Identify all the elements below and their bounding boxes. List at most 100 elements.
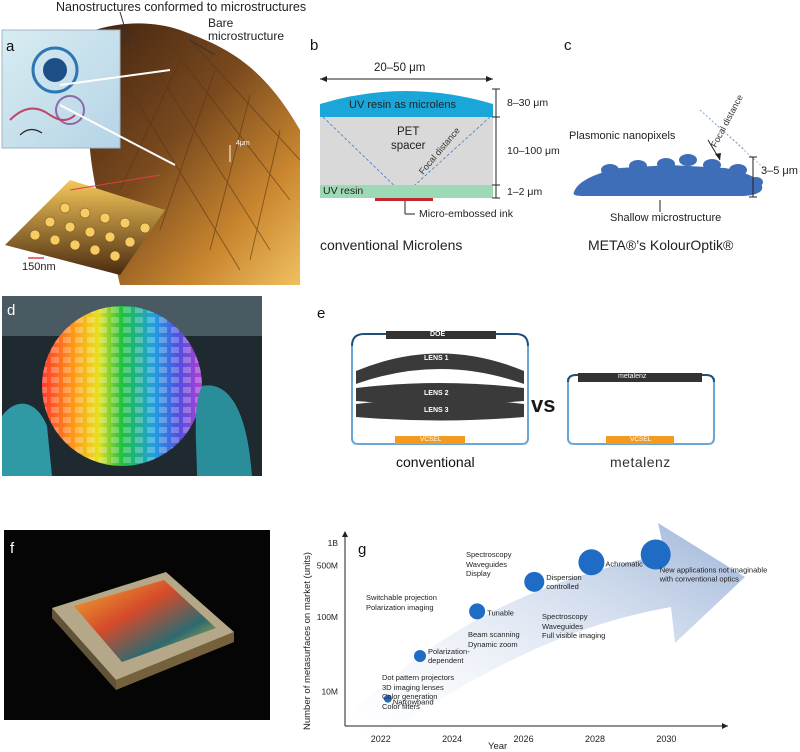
- data-point-bubble: [578, 549, 605, 576]
- data-point-label: New applications not imaginable with conv…: [659, 565, 768, 583]
- metalenz-plate-label: metalenz: [618, 373, 647, 380]
- lens-1: [356, 353, 524, 384]
- annotation-line: Spectroscopy: [466, 550, 512, 559]
- panel-label-a: a: [6, 38, 15, 55]
- nanopixel: [601, 164, 619, 176]
- scale-4um-label: 4μm: [236, 140, 250, 147]
- annotation-line: Waveguides: [466, 559, 507, 569]
- annotation-line: Full visible imaging: [542, 631, 606, 640]
- panel-label-g: g: [358, 541, 367, 558]
- annotation-spectroscopy-display: Spectroscopy Waveguides Display: [466, 550, 511, 579]
- nanopixel: [629, 160, 647, 172]
- data-point-label: Achromatic: [605, 559, 643, 568]
- vcsel-right: [606, 436, 674, 444]
- nanopixel: [657, 158, 675, 170]
- metalenz-module-frame: [567, 378, 715, 445]
- annotation-line: Switchable projection: [366, 593, 437, 602]
- width-dimension-label: 20–50 μm: [374, 62, 426, 74]
- panel-e: e DOE LENS 1 LENS 2 LENS 3 VCSEL VCSEL m…: [300, 296, 800, 481]
- x-axis-title: Year: [488, 741, 508, 752]
- y-tick-label: 10M: [321, 686, 338, 696]
- uv-resin-base: [320, 185, 493, 198]
- caption-kolouroptik: META®’s KolourOptik®: [588, 237, 734, 253]
- height-dimension: 3–5 μm: [761, 165, 798, 177]
- metalenz-plate: [578, 373, 702, 382]
- micro-embossed-ink: [375, 198, 433, 201]
- banknote-emblem: [31, 46, 79, 94]
- panel-f: f: [4, 530, 270, 720]
- lens-2: [356, 383, 524, 405]
- vcsel-left-label: VCSEL: [420, 436, 442, 443]
- panel-d: d: [2, 296, 262, 476]
- y-tick-label: 100M: [317, 612, 338, 622]
- caption-metalenz: metalenz: [610, 454, 671, 470]
- lens-label: UV resin as microlens: [349, 99, 456, 111]
- kolouroptik-diagram: Focal distance: [573, 93, 767, 212]
- vcsel-right-label: VCSEL: [630, 436, 652, 443]
- panel-label-d: d: [7, 302, 16, 319]
- annotation-switchable: Switchable projection Polarization imagi…: [366, 593, 437, 612]
- x-tick-label: 2022: [371, 734, 391, 744]
- data-point-label: Dispersion controlled: [546, 573, 581, 591]
- data-point-label: Polarization-dependent: [428, 647, 470, 665]
- spacer-label-line1: PET: [397, 126, 420, 138]
- panel-label-c: c: [564, 37, 572, 54]
- lens1-label: LENS 1: [424, 355, 449, 362]
- pet-spacer: [320, 117, 493, 185]
- nanopixels-label: Plasmonic nanopixels: [569, 130, 676, 142]
- nanopixel: [703, 159, 721, 171]
- lens3-label: LENS 3: [424, 407, 449, 414]
- lens-comparison-diagram: [351, 331, 715, 445]
- base-label: UV resin: [323, 185, 364, 197]
- x-tick-label: 2026: [514, 734, 534, 744]
- y-axis-title: Number of metasurfaces on market (units): [302, 552, 313, 730]
- doe-label: DOE: [430, 331, 446, 338]
- annotation-line: Waveguides: [542, 621, 583, 631]
- annotation-line: Beam scanning: [468, 630, 520, 639]
- data-point-bubble: [469, 603, 486, 620]
- annotation-line: 3D imaging lenses: [382, 682, 444, 692]
- doe-plate: [386, 331, 496, 339]
- data-point-label: Tunable: [487, 608, 514, 617]
- x-tick-label: 2028: [585, 734, 605, 744]
- annotation-line: Spectroscopy: [542, 612, 588, 621]
- annotation-line: Color filters: [382, 701, 420, 711]
- panel-label-b: b: [310, 37, 319, 54]
- annotation-line: Dot pattern projectors: [382, 673, 455, 682]
- annotation-line: Polarization imaging: [366, 602, 434, 612]
- lens-3: [356, 399, 524, 421]
- metasurface-chip-photo: [4, 530, 270, 720]
- ink-label: Micro-embossed ink: [419, 208, 513, 220]
- annotation-line: Color generation: [382, 692, 438, 701]
- spacer-label-line2: spacer: [391, 140, 426, 152]
- panel-label-f: f: [10, 540, 15, 557]
- annotation-dot-pattern: Dot pattern projectors 3D imaging lenses…: [382, 673, 454, 711]
- focal-distance-label-c: Focal distance: [709, 93, 745, 149]
- bare-label-line1: Bare: [208, 16, 234, 30]
- caption-conventional: conventional: [396, 454, 475, 470]
- y-tick-label: 1B: [328, 538, 339, 548]
- panel-g: 2022 2024 2026 2028 2030 10M 100M 500M 1B Narro…: [290, 515, 800, 752]
- annotation-line: Dynamic zoom: [468, 639, 518, 649]
- microlens-diagram: Focal distance: [320, 76, 500, 215]
- shallow-microstructure-label: Shallow microstructure: [610, 212, 722, 224]
- panel-a: a Nanostructures conformed to microstruc…: [0, 0, 306, 285]
- chip-pattern: [74, 580, 216, 662]
- panel-label-e: e: [317, 305, 326, 322]
- annotation-line: Display: [466, 569, 491, 578]
- lens2-label: LENS 2: [424, 390, 449, 397]
- annotation-spectroscopy-imaging: Spectroscopy Waveguides Full visible ima…: [542, 612, 605, 641]
- nanopixel: [679, 154, 697, 166]
- data-point-bubble: [414, 650, 426, 663]
- nanopixel: [749, 177, 763, 187]
- gloved-hand-right: [195, 385, 252, 476]
- vcsel-left: [395, 436, 465, 444]
- panel-c: c Focal distance Plasmonic nanopixels 3–…: [560, 0, 800, 285]
- y-tick-label: 500M: [317, 560, 338, 570]
- metasurface-body: [573, 165, 763, 196]
- base-dimension: 1–2 μm: [507, 186, 543, 198]
- nanopixel: [729, 164, 747, 176]
- panel-b: b Focal distance 20–50 μm UV resin as mi…: [305, 0, 560, 285]
- uv-resin-lens: [320, 91, 493, 117]
- x-tick-label: 2030: [656, 734, 676, 744]
